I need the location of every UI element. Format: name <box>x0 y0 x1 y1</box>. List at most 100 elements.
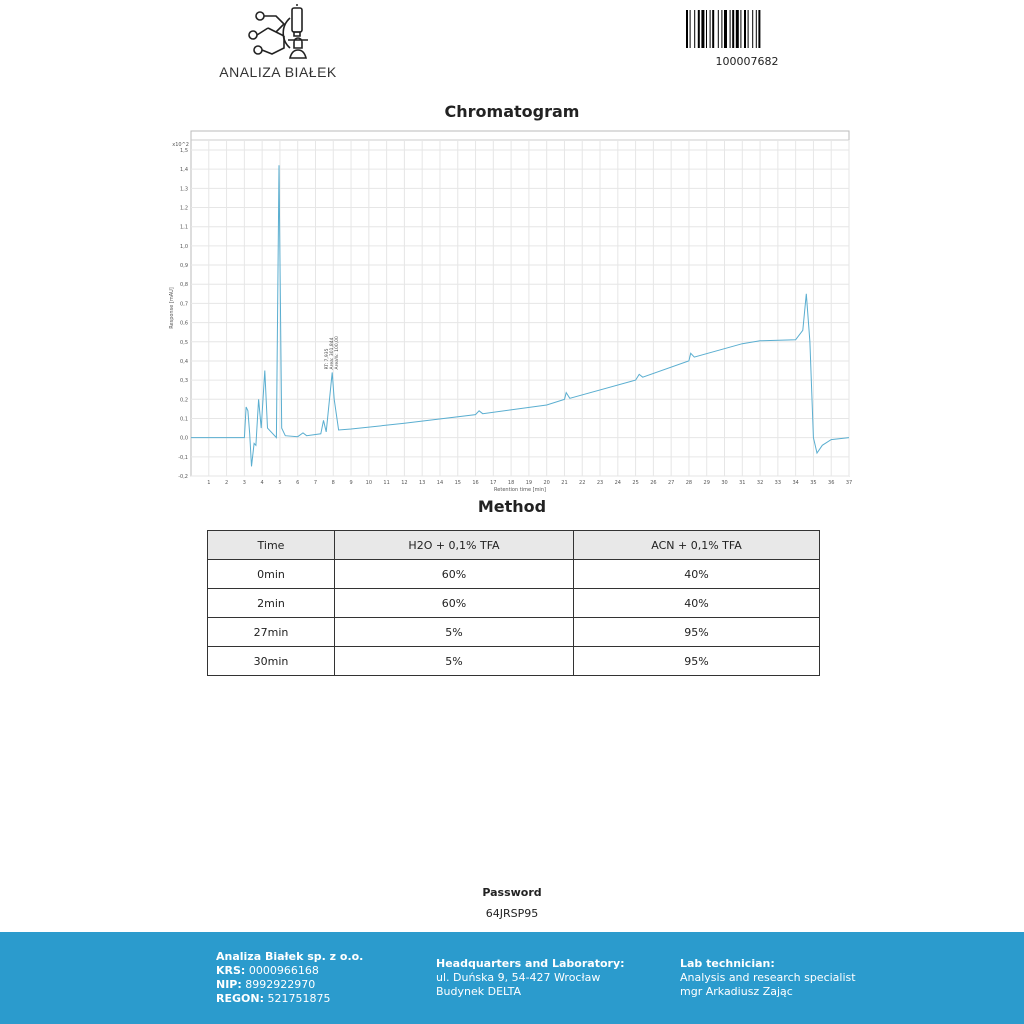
cell-time: 0min <box>207 559 335 589</box>
barcode-bar <box>735 10 739 48</box>
method-title: Method <box>477 497 547 516</box>
x-tick-label: 31 <box>739 480 745 486</box>
x-tick-label: 15 <box>455 480 461 486</box>
y-tick-label: -0,1 <box>178 455 188 461</box>
password-label: Password <box>482 886 542 899</box>
peak-annotation: Area%: 100,00 <box>334 336 340 369</box>
barcode-number: 100007682 <box>715 55 779 68</box>
x-tick-label: 35 <box>810 480 816 486</box>
x-tick-label: 29 <box>704 480 710 486</box>
tech-label: Lab technician: <box>680 957 775 970</box>
barcode-bar <box>721 10 723 48</box>
x-tick-label: 8 <box>332 480 335 486</box>
barcode-bar <box>686 10 688 48</box>
header-h2o: H2O + 0,1% TFA <box>334 530 574 560</box>
barcode-bar <box>694 10 696 48</box>
barcode-bar <box>732 10 735 48</box>
chromatogram-chart: 1 2 3 4 5 6 7 8 9 10 11 12 13 14 15 16 17 18 19 20 21 22 23 24 2… <box>169 130 852 493</box>
cell-acn: 95% <box>573 646 820 676</box>
chromatogram-trace <box>191 165 850 467</box>
x-tick-label: 11 <box>383 480 389 486</box>
barcode-bar <box>752 10 754 48</box>
method-table: Time H2O + 0,1% TFA ACN + 0,1% TFA 0min 6… <box>207 530 820 676</box>
x-tick-label: 9 <box>349 480 352 486</box>
y-tick-label: 0,8 <box>180 282 188 288</box>
barcode-bar <box>755 10 757 48</box>
barcode-bar <box>701 10 705 48</box>
company-name: Analiza Białek sp. z o.o. <box>216 950 364 963</box>
x-tick-label: 37 <box>846 480 852 486</box>
x-tick-label: 18 <box>508 480 514 486</box>
nip-label: NIP: <box>216 978 242 991</box>
table-header-row: Time H2O + 0,1% TFA ACN + 0,1% TFA <box>207 530 820 560</box>
x-tick-label: 27 <box>668 480 674 486</box>
x-tick-label: 6 <box>296 480 299 486</box>
cell-h2o: 5% <box>334 617 574 647</box>
y-tick-label: 0,6 <box>180 321 188 327</box>
peak-annotation: Area: 301,844 <box>329 337 335 369</box>
barcode-bar <box>724 10 727 48</box>
krs-label: KRS: <box>216 964 246 977</box>
x-tick-label: 3 <box>243 480 246 486</box>
cell-time: 2min <box>207 588 335 618</box>
cell-h2o: 60% <box>334 559 574 589</box>
y-tick-label: 0,3 <box>180 378 188 384</box>
x-tick-label: 28 <box>686 480 692 486</box>
x-tick-label: 10 <box>366 480 372 486</box>
y-tick-label: 1,0 <box>180 244 188 250</box>
chromatogram-title: Chromatogram <box>444 102 580 121</box>
cell-h2o: 5% <box>334 646 574 676</box>
regon-value: 521751875 <box>267 992 331 1005</box>
y-tick-label: -0,2 <box>178 474 188 480</box>
x-tick-label: 4 <box>261 480 264 486</box>
logo <box>210 2 350 84</box>
y-tick-label: 0,2 <box>180 397 188 403</box>
barcode-bar <box>697 10 700 48</box>
cell-acn: 40% <box>573 588 820 618</box>
cell-acn: 40% <box>573 559 820 589</box>
y-tick-label: 0,4 <box>180 359 188 365</box>
x-tick-label: 22 <box>579 480 585 486</box>
barcode-bar <box>758 10 761 48</box>
hq-building: Budynek DELTA <box>436 985 522 998</box>
y-multiplier: x10^2 <box>172 142 189 148</box>
password-value: 64JRSP95 <box>485 907 539 920</box>
x-tick-label: 2 <box>225 480 228 486</box>
peak-annotation: RT: 7,935 <box>324 348 330 369</box>
barcode-bar <box>740 10 742 48</box>
cell-time: 27min <box>207 617 335 647</box>
header-acn: ACN + 0,1% TFA <box>573 530 820 560</box>
x-tick-label: 12 <box>401 480 407 486</box>
y-tick-label: 1,3 <box>180 186 188 192</box>
barcode-bar <box>744 10 746 48</box>
y-tick-label: 1,2 <box>180 206 188 212</box>
x-tick-label: 14 <box>437 480 443 486</box>
y-tick-label: 0,9 <box>180 263 188 269</box>
barcode-bar <box>706 10 707 48</box>
tech-name: mgr Arkadiusz Zając <box>680 985 793 998</box>
x-tick-label: 21 <box>561 480 567 486</box>
table-row: 27min 5% 95% <box>207 617 820 647</box>
x-tick-label: 7 <box>314 480 317 486</box>
regon-label: REGON: <box>216 992 264 1005</box>
y-tick-label: 1,1 <box>180 225 188 231</box>
x-tick-label: 33 <box>775 480 781 486</box>
hq-address: ul. Duńska 9, 54-427 Wrocław <box>436 971 601 984</box>
x-tick-label: 16 <box>472 480 478 486</box>
logo-text: ANALIZA BIAŁEK <box>219 64 337 80</box>
y-tick-label: 0,7 <box>180 301 188 307</box>
barcode-bar <box>729 10 731 48</box>
table-row: 30min 5% 95% <box>207 646 820 676</box>
x-tick-label: 19 <box>526 480 532 486</box>
x-tick-label: 23 <box>597 480 603 486</box>
cell-acn: 95% <box>573 617 820 647</box>
x-axis-label: Retention time [min] <box>494 487 546 493</box>
barcode-bar <box>689 10 691 48</box>
table-row: 0min 60% 40% <box>207 559 820 589</box>
krs-value: 0000966168 <box>248 964 319 977</box>
x-tick-label: 30 <box>721 480 727 486</box>
cell-time: 30min <box>207 646 335 676</box>
y-tick-label: 0,0 <box>180 436 188 442</box>
barcode-bar <box>747 10 749 48</box>
barcode <box>686 10 761 48</box>
